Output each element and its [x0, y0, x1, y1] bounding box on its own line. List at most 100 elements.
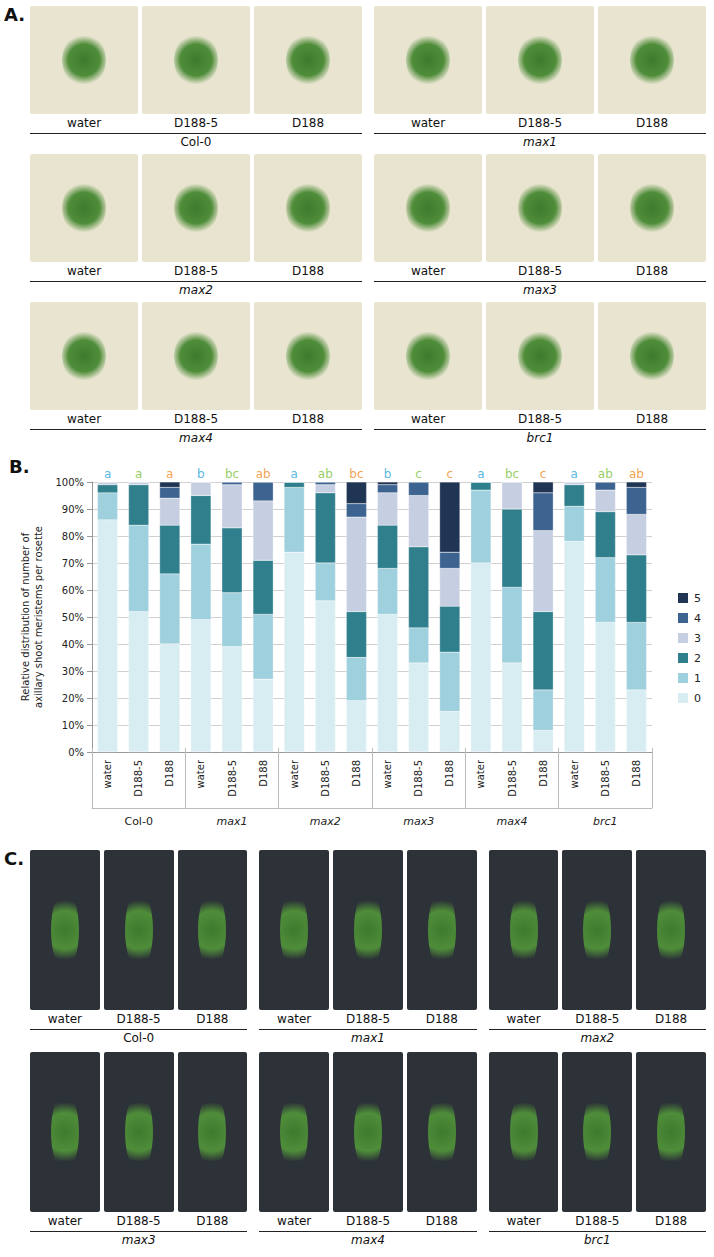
- html-text:water: water: [66, 116, 102, 130]
- svg-text:40%: 40%: [62, 639, 84, 650]
- svg-text:ab: ab: [598, 467, 613, 481]
- svg-text:a: a: [477, 467, 484, 481]
- html-text:D188: D188: [291, 264, 325, 278]
- svg-text:ab: ab: [318, 467, 333, 481]
- svg-text:4: 4: [694, 612, 701, 625]
- svg-text:Relative distribution of numbe: Relative distribution of number of: [20, 532, 31, 701]
- html-text:water: water: [66, 264, 102, 278]
- svg-text:water: water: [569, 759, 580, 788]
- svg-text:D188: D188: [631, 760, 642, 787]
- html-text:D188-5: D188-5: [116, 1012, 161, 1026]
- html-text:max2: max2: [580, 1031, 615, 1045]
- svg-text:60%: 60%: [62, 585, 84, 596]
- svg-text:a: a: [104, 467, 111, 481]
- html-text:D188-5: D188-5: [345, 1012, 390, 1026]
- svg-text:2: 2: [694, 652, 701, 665]
- svg-text:100%: 100%: [55, 477, 84, 488]
- html-text:D188: D188: [291, 412, 325, 426]
- html-text:D188-5: D188-5: [173, 412, 218, 426]
- html-text:D188: D188: [635, 412, 669, 426]
- svg-text:a: a: [571, 467, 578, 481]
- svg-text:0: 0: [694, 692, 701, 705]
- svg-text:c: c: [540, 467, 547, 481]
- svg-text:a: a: [291, 467, 298, 481]
- svg-text:D188-5: D188-5: [133, 760, 144, 797]
- svg-text:3: 3: [694, 632, 701, 645]
- svg-text:D188-5: D188-5: [507, 760, 518, 797]
- svg-text:90%: 90%: [62, 504, 84, 515]
- html-text:max4: max4: [179, 431, 213, 445]
- svg-text:max1: max1: [217, 815, 248, 828]
- svg-text:a: a: [166, 467, 173, 481]
- html-text:D188: D188: [635, 116, 669, 130]
- html-text:water: water: [410, 264, 446, 278]
- html-text:water: water: [277, 1012, 312, 1026]
- html-text:max1: max1: [523, 135, 557, 149]
- html-text:A.: A.: [4, 4, 26, 25]
- svg-text:D188-5: D188-5: [600, 760, 611, 797]
- html-text:max3: max3: [523, 283, 557, 297]
- svg-text:50%: 50%: [62, 612, 84, 623]
- html-text:D188-5: D188-5: [517, 116, 562, 130]
- html-text:D188-5: D188-5: [517, 264, 562, 278]
- svg-text:D188: D188: [444, 760, 455, 787]
- svg-text:bc: bc: [505, 467, 519, 481]
- svg-text:max2: max2: [310, 815, 341, 828]
- html-text:D188: D188: [291, 116, 325, 130]
- svg-text:max3: max3: [403, 815, 434, 828]
- svg-text:Col-0: Col-0: [124, 815, 152, 828]
- svg-text:20%: 20%: [62, 693, 84, 704]
- html-text:D188: D188: [196, 1012, 229, 1026]
- svg-text:D188: D188: [538, 760, 549, 787]
- html-text:D188-5: D188-5: [173, 116, 218, 130]
- svg-text:30%: 30%: [62, 666, 84, 677]
- svg-text:brc1: brc1: [593, 815, 618, 828]
- html-text:D188: D188: [655, 1012, 688, 1026]
- html-text:C.: C.: [4, 848, 25, 869]
- html-text:water: water: [410, 116, 446, 130]
- svg-text:D188-5: D188-5: [320, 760, 331, 797]
- html-text:D188-5: D188-5: [517, 412, 562, 426]
- svg-text:1: 1: [694, 672, 701, 685]
- svg-text:D188-5: D188-5: [413, 760, 424, 797]
- html-text:D188: D188: [635, 264, 669, 278]
- svg-text:5: 5: [694, 592, 701, 605]
- svg-text:70%: 70%: [62, 558, 84, 569]
- svg-text:water: water: [195, 759, 206, 788]
- svg-text:b: b: [197, 467, 205, 481]
- svg-text:80%: 80%: [62, 531, 84, 542]
- svg-text:10%: 10%: [62, 720, 84, 731]
- html-text:water: water: [47, 1012, 82, 1026]
- svg-text:bc: bc: [225, 467, 239, 481]
- svg-text:max4: max4: [497, 815, 528, 828]
- svg-text:axillary shoot meristems per r: axillary shoot meristems per rosette: [33, 526, 44, 708]
- svg-text:water: water: [289, 759, 300, 788]
- svg-text:B.: B.: [9, 456, 30, 477]
- svg-text:bc: bc: [349, 467, 363, 481]
- svg-text:c: c: [415, 467, 422, 481]
- svg-text:a: a: [135, 467, 142, 481]
- html-text:D188: D188: [425, 1012, 458, 1026]
- svg-text:D188: D188: [164, 760, 175, 787]
- html-text:D188-5: D188-5: [575, 1012, 620, 1026]
- svg-text:ab: ab: [256, 467, 271, 481]
- html-text:brc1: brc1: [526, 431, 554, 445]
- html-text:max2: max2: [179, 283, 213, 297]
- svg-text:water: water: [102, 759, 113, 788]
- html-text:Col-0: Col-0: [180, 135, 212, 149]
- svg-text:water: water: [382, 759, 393, 788]
- html-text:water: water: [66, 412, 102, 426]
- svg-text:D188: D188: [351, 760, 362, 787]
- svg-text:D188: D188: [258, 760, 269, 787]
- html-text:D188-5: D188-5: [173, 264, 218, 278]
- svg-text:0%: 0%: [68, 747, 84, 758]
- svg-text:b: b: [384, 467, 392, 481]
- html-text:water: water: [506, 1012, 541, 1026]
- html-text:Col-0: Col-0: [123, 1031, 155, 1045]
- svg-text:water: water: [475, 759, 486, 788]
- svg-text:c: c: [446, 467, 453, 481]
- html-text:max1: max1: [351, 1031, 385, 1045]
- svg-text:ab: ab: [629, 467, 644, 481]
- svg-text:D188-5: D188-5: [227, 760, 238, 797]
- html-text:water: water: [410, 412, 446, 426]
